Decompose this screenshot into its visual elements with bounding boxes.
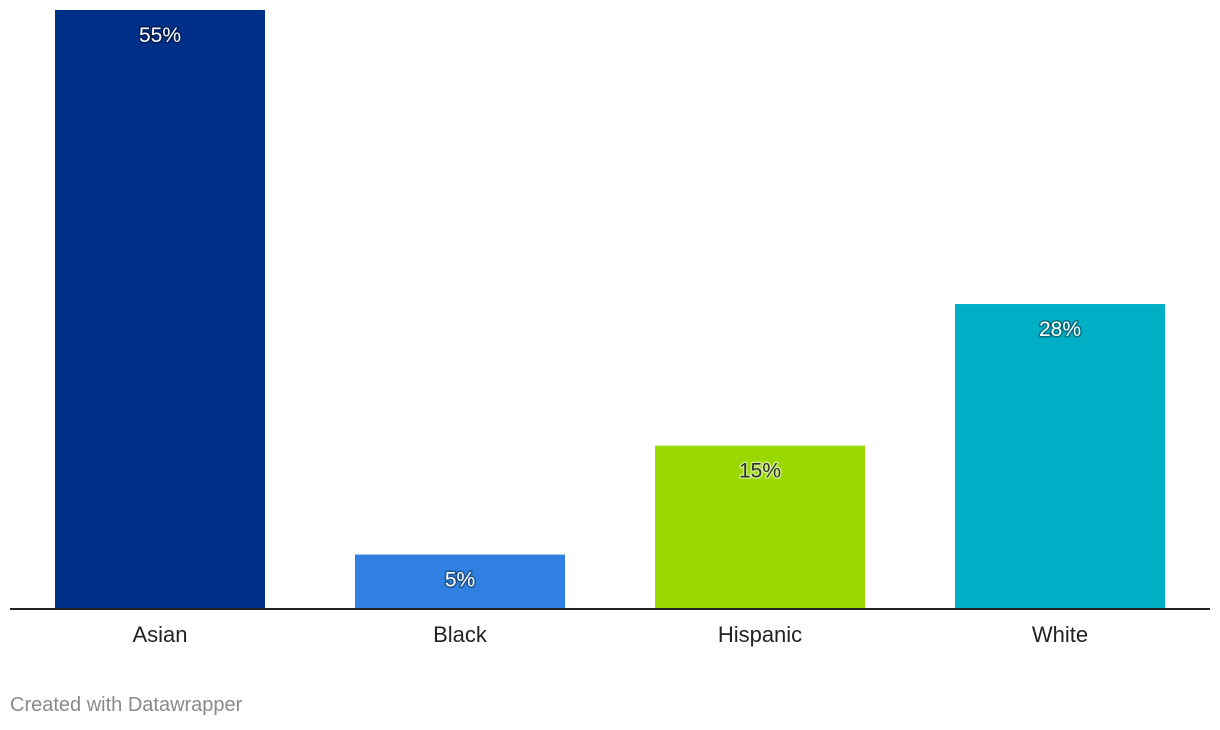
bar-chart: 55% Asian 5% Black 15% Hispanic 28% White (10, 10, 1210, 648)
credit-text: Created with Datawrapper (10, 694, 243, 716)
category-label-asian: Asian (132, 622, 187, 647)
value-label-white: 28% (1039, 318, 1081, 341)
bars-group (55, 10, 1165, 609)
value-label-asian: 55% (139, 24, 181, 47)
category-label-black: Black (433, 622, 488, 647)
bar-hispanic (655, 445, 865, 609)
category-label-white: White (1032, 622, 1088, 647)
bar-black (355, 554, 565, 609)
value-label-hispanic: 15% (739, 460, 781, 483)
category-label-hispanic: Hispanic (718, 622, 802, 647)
bar-asian (55, 10, 265, 609)
labels-group: 55% Asian 5% Black 15% Hispanic 28% White (132, 23, 1088, 648)
bar-white (955, 304, 1165, 609)
value-label-black: 5% (445, 569, 475, 592)
